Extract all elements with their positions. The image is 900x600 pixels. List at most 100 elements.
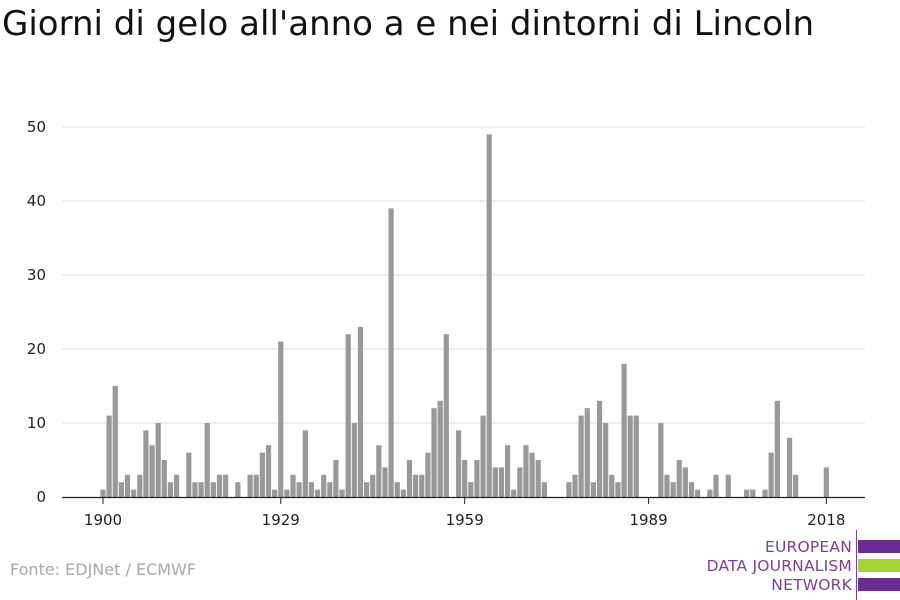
bar-1915: [192, 482, 198, 497]
y-tick-label: 30: [27, 266, 46, 284]
bar-2010: [774, 400, 780, 497]
bar-1980: [590, 482, 596, 497]
bar-1949: [400, 489, 406, 497]
bar-1960: [468, 482, 474, 497]
bar-1972: [541, 482, 547, 497]
y-tick-label: 20: [27, 340, 46, 358]
bar-1951: [413, 474, 419, 497]
bar-1942: [357, 326, 364, 497]
bar-1948: [394, 482, 400, 497]
x-axis-ticks: 1900 1929 1959 1989 2018: [84, 497, 845, 529]
bar-1971: [535, 460, 541, 497]
bar-1945: [376, 445, 382, 497]
bar-1970: [529, 452, 535, 497]
bar-1940: [345, 334, 351, 497]
bar-1997: [695, 489, 701, 497]
bar-2000: [713, 474, 719, 497]
x-tick-label: 1929: [262, 511, 300, 529]
logo-bar-green: [858, 559, 900, 572]
bar-1961: [474, 460, 480, 497]
logo-bar-purple-2: [858, 578, 900, 591]
bar-1986: [627, 415, 633, 497]
y-tick-label: 50: [27, 118, 46, 136]
bar-chart: 0 10 20 30 40 50 1900 1929 1959 1989 2018: [27, 118, 865, 529]
logo-divider: [856, 530, 857, 600]
bar-1978: [578, 415, 584, 497]
bar-1982: [603, 423, 609, 497]
logo-bar-purple-1: [858, 540, 900, 553]
edjnet-logo: EUROPEAN DATA JOURNALISM NETWORK: [700, 530, 900, 600]
bar-1954: [431, 408, 437, 497]
bar-1984: [615, 482, 621, 497]
bar-1941: [351, 423, 357, 497]
bar-2006: [750, 489, 756, 497]
bar-1927: [265, 445, 272, 497]
bar-1965: [498, 467, 505, 497]
bar-1985: [621, 363, 627, 497]
bar-1939: [339, 489, 345, 497]
bar-1977: [572, 474, 578, 497]
logo-line-2: DATA JOURNALISM: [706, 557, 852, 575]
bar-1987: [633, 415, 639, 497]
y-tick-label: 10: [27, 414, 46, 432]
bar-1995: [682, 467, 688, 497]
bar-1922: [235, 482, 241, 497]
bar-2008: [762, 489, 768, 497]
bar-1926: [259, 452, 265, 497]
bar-1943: [363, 482, 370, 497]
bar-1950: [406, 460, 413, 497]
x-tick-label: 1989: [629, 511, 667, 529]
bar-1953: [425, 452, 431, 497]
bar-1983: [609, 474, 615, 497]
bar-1907: [143, 430, 149, 497]
bar-1976: [566, 482, 572, 497]
bar-1966: [504, 445, 511, 497]
bar-1968: [517, 467, 523, 497]
bar-1919: [216, 474, 223, 497]
bar-1946: [382, 467, 388, 497]
bar-1925: [253, 474, 259, 497]
bar-1964: [492, 467, 498, 497]
gridlines: [62, 126, 865, 424]
bar-1947: [388, 208, 394, 497]
bar-2005: [744, 489, 750, 497]
bar-1962: [480, 415, 486, 497]
bar-1914: [186, 452, 192, 497]
bar-1999: [707, 489, 713, 497]
bar-1993: [670, 482, 676, 497]
bar-1924: [247, 474, 253, 497]
bar-1935: [314, 489, 321, 497]
bar-1936: [321, 474, 327, 497]
logo-line-3: NETWORK: [771, 576, 852, 594]
bar-1905: [131, 489, 137, 497]
bar-1902: [112, 386, 118, 497]
bar-1928: [272, 489, 278, 497]
bar-1917: [204, 423, 210, 497]
bar-1900: [100, 489, 106, 497]
bar-1955: [437, 400, 443, 497]
bar-1912: [173, 474, 180, 497]
source-credit: Fonte: EDJNet / ECMWF: [10, 560, 197, 579]
bar-1959: [462, 460, 468, 497]
bar-1996: [688, 482, 695, 497]
bar-1992: [664, 474, 670, 497]
bar-1911: [167, 482, 174, 497]
bar-1994: [676, 460, 682, 497]
bar-1979: [584, 408, 590, 497]
bar-1901: [106, 415, 112, 497]
bar-1981: [596, 400, 603, 497]
bar-1909: [155, 423, 161, 497]
bar-1933: [302, 430, 308, 497]
bar-1956: [443, 334, 449, 497]
bar-1944: [370, 474, 376, 497]
bar-1930: [284, 489, 290, 497]
bar-1904: [124, 474, 131, 497]
bar-2012: [786, 437, 793, 497]
x-tick-label: 2018: [807, 511, 845, 529]
y-axis-ticks: 0 10 20 30 40 50: [27, 118, 46, 506]
bar-1906: [137, 474, 143, 497]
bar-1910: [161, 460, 167, 497]
y-tick-label: 40: [27, 192, 46, 210]
chart-title: Giorni di gelo all'anno a e nei dintorni…: [2, 4, 815, 44]
bar-1991: [658, 423, 664, 497]
